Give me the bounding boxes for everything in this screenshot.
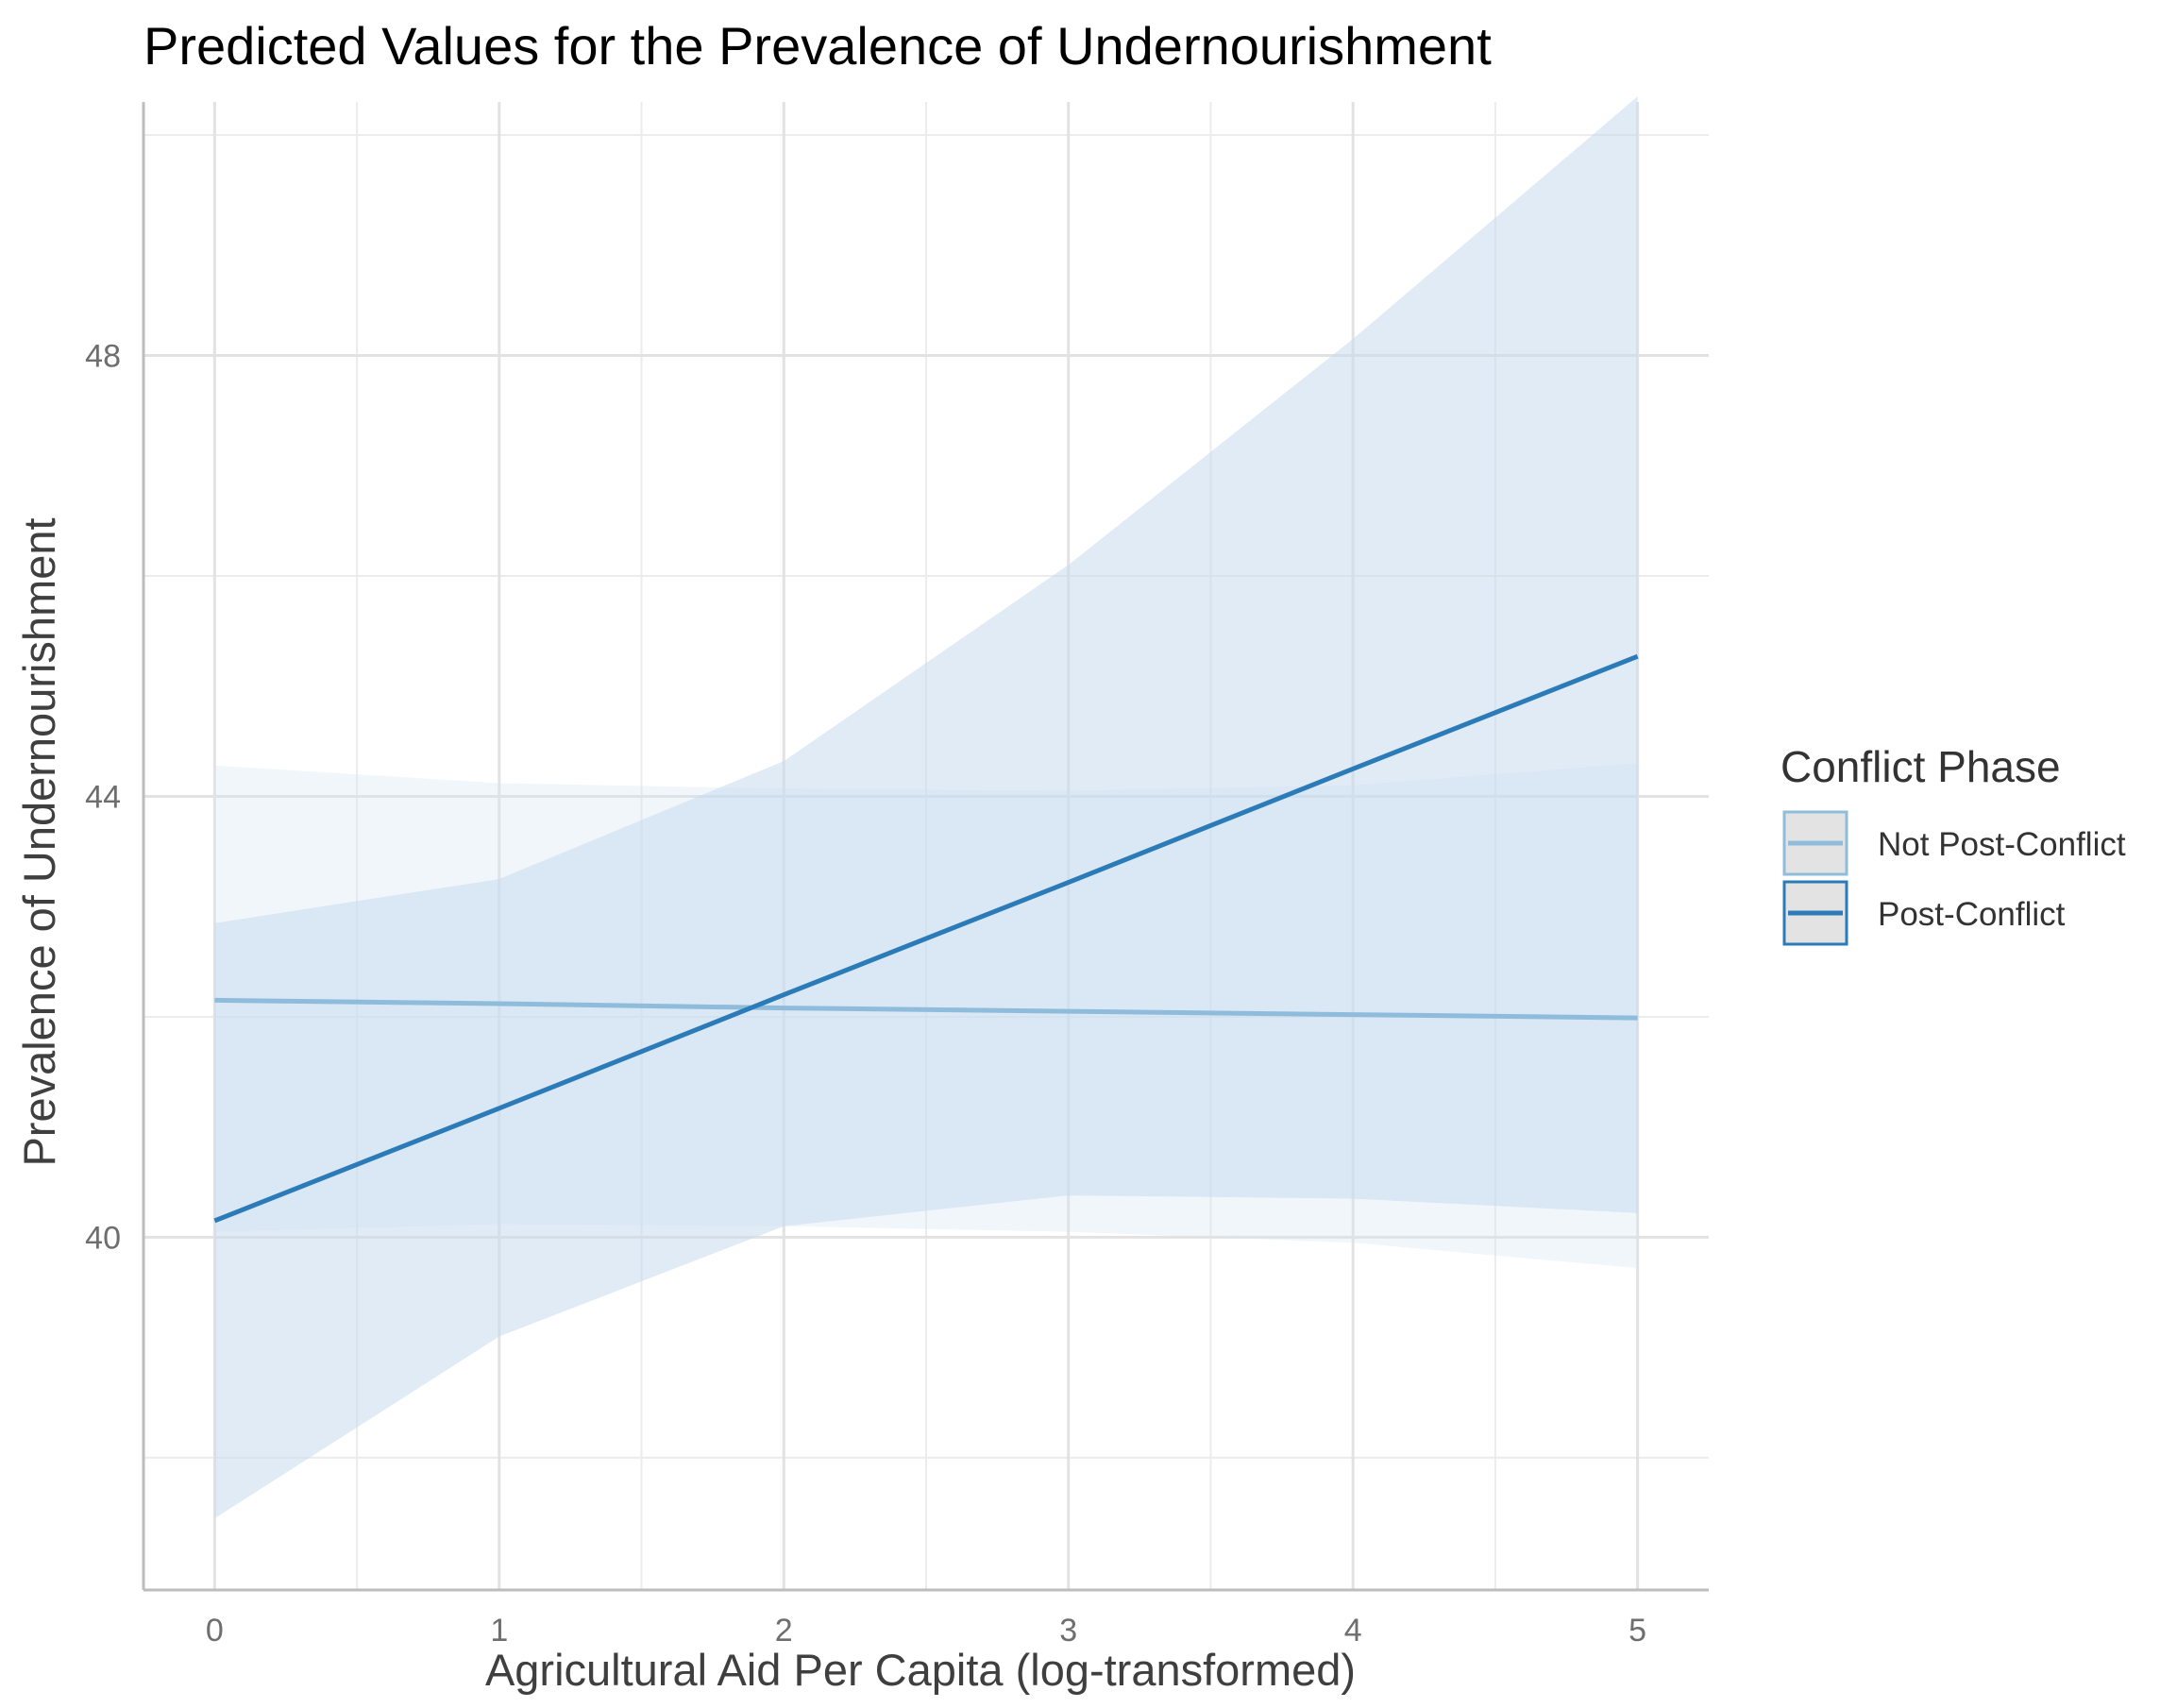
y-axis-title: Prevalence of Undernourishment bbox=[14, 517, 64, 1166]
series-line-0 bbox=[214, 997, 1638, 1021]
legend-items: Not Post-Conflict Post-Conflict bbox=[1782, 810, 2126, 946]
legend-item-0: Not Post-Conflict bbox=[1782, 810, 2126, 876]
x-tick-labels: 0 1 2 3 4 5 bbox=[206, 1613, 1646, 1649]
x-tick-label-3: 3 bbox=[1059, 1613, 1077, 1649]
legend-item-1: Post-Conflict bbox=[1782, 880, 2066, 946]
x-tick-label-1: 1 bbox=[490, 1613, 508, 1649]
y-tick-label-2: 48 bbox=[85, 339, 121, 375]
x-tick-label-4: 4 bbox=[1344, 1613, 1362, 1649]
plot-panel bbox=[142, 96, 1709, 1592]
legend-label-1: Post-Conflict bbox=[1878, 896, 2066, 933]
lines bbox=[213, 653, 1639, 1224]
ribbons bbox=[214, 96, 1638, 1519]
series-line-1 bbox=[213, 653, 1639, 1224]
x-axis-title: Agricultural Aid Per Capita (log-transfo… bbox=[485, 1645, 1356, 1695]
confidence-ribbon-1 bbox=[214, 96, 1638, 1519]
y-tick-label-0: 40 bbox=[85, 1220, 121, 1256]
axes bbox=[142, 102, 1709, 1592]
legend-title: Conflict Phase bbox=[1780, 742, 2061, 791]
legend: Conflict Phase Not Post-Conflict Post-Con… bbox=[1780, 742, 2126, 946]
x-tick-label-2: 2 bbox=[775, 1613, 793, 1649]
x-tick-label-0: 0 bbox=[206, 1613, 224, 1649]
x-tick-label-5: 5 bbox=[1629, 1613, 1646, 1649]
legend-label-0: Not Post-Conflict bbox=[1878, 826, 2126, 863]
y-tick-label-1: 44 bbox=[85, 779, 121, 815]
chart-title: Predicted Values for the Prevalence of U… bbox=[143, 16, 1492, 76]
y-tick-labels: 40 44 48 bbox=[85, 339, 121, 1257]
